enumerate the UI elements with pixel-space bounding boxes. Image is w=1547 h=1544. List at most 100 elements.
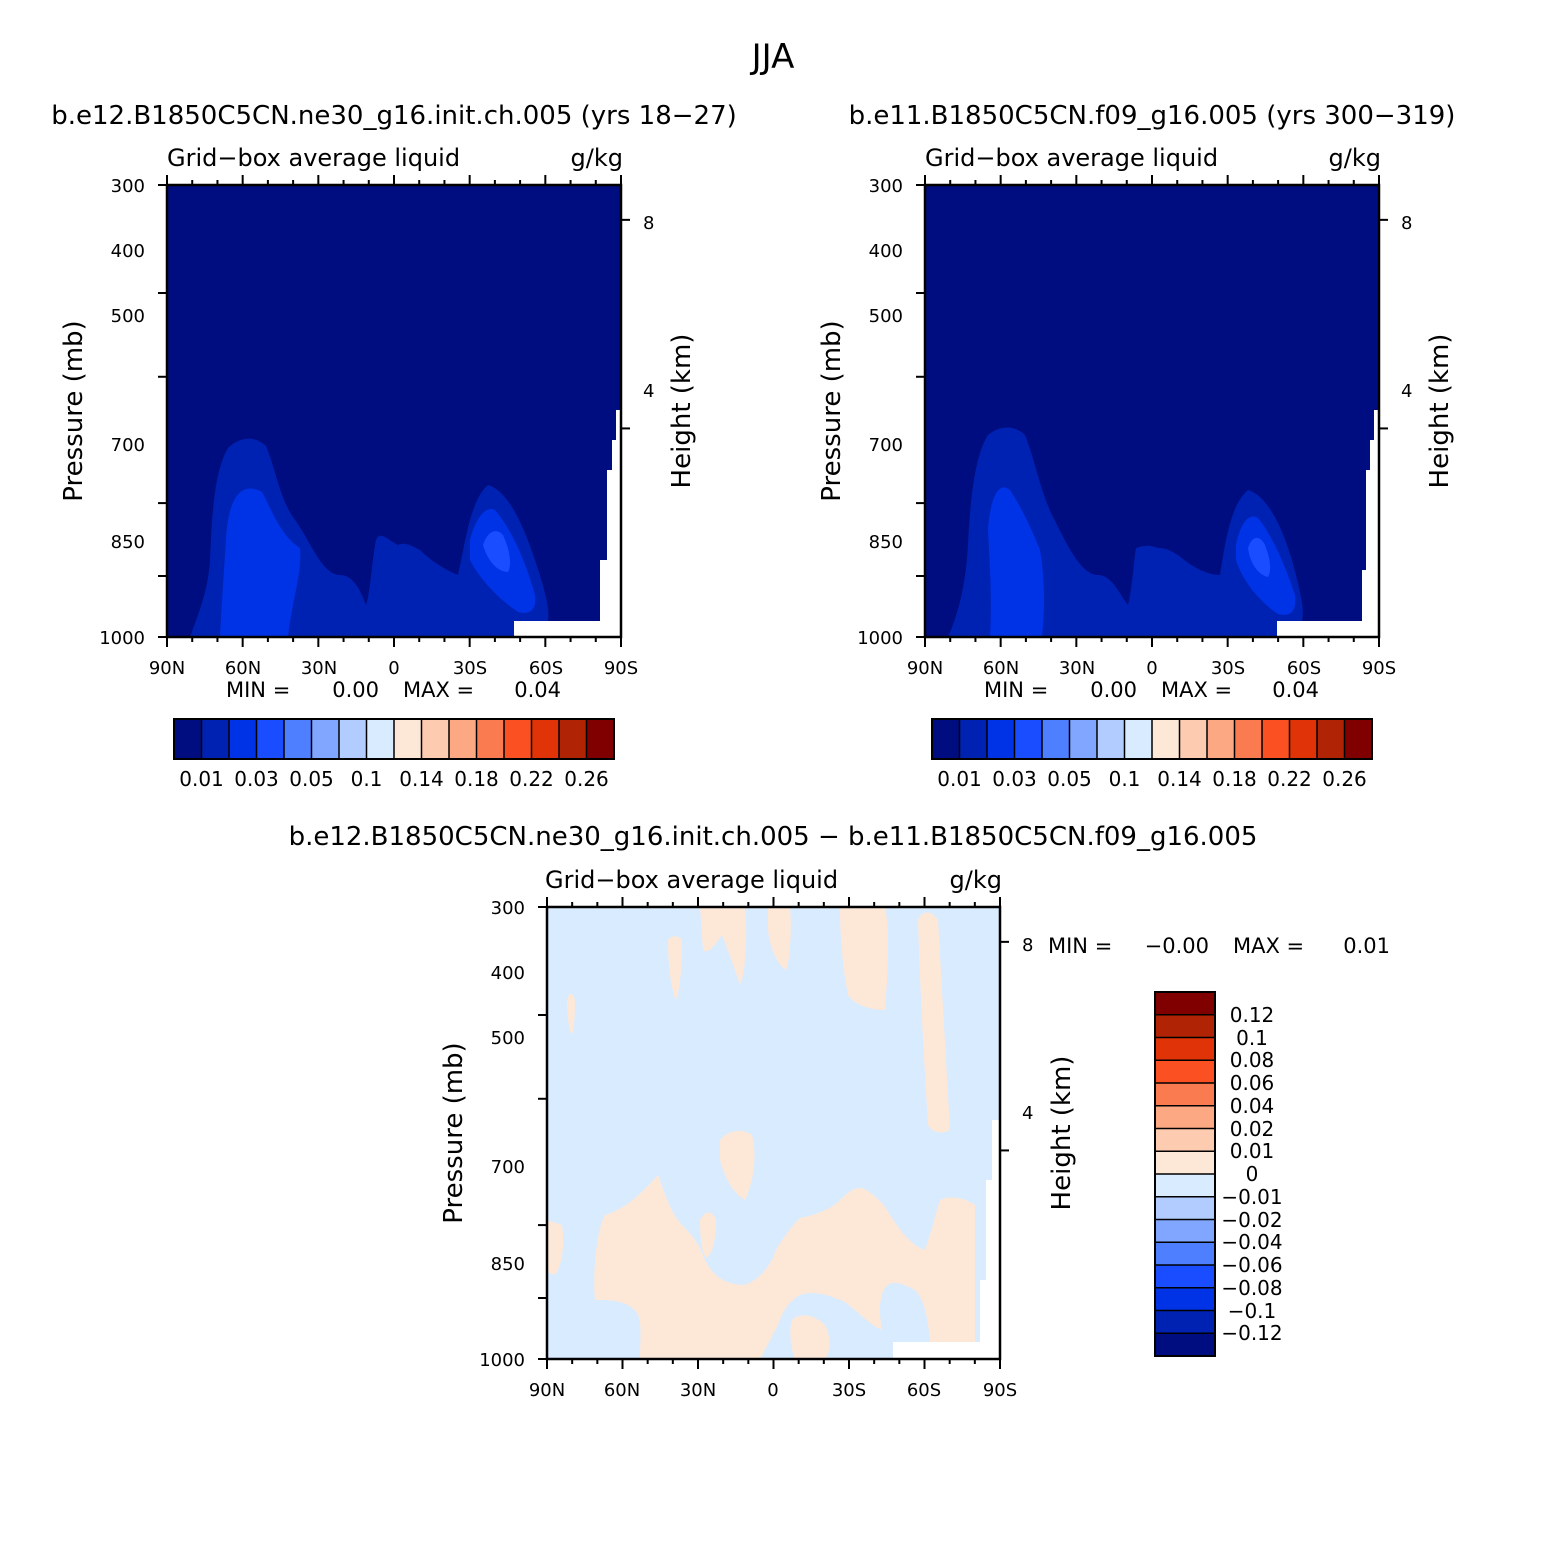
y-tick-label: 400 [869, 241, 903, 262]
colorbar-swatch [449, 719, 477, 759]
colorbar-swatch [421, 719, 449, 759]
colorbar-label: 0.12 [1230, 1003, 1275, 1027]
y-axis-label: Pressure (mb) [59, 320, 89, 501]
y-tick-label: 850 [869, 532, 903, 553]
case-title: b.e12.B1850C5CN.ne30_g16.init.ch.005 (yr… [51, 101, 737, 131]
y-tick-label: 1000 [479, 1350, 525, 1371]
colorbar-swatch [1124, 719, 1152, 759]
colorbar-label: 0.18 [454, 767, 499, 791]
colorbar-swatch [1155, 1151, 1215, 1174]
colorbar-swatch [1155, 1242, 1215, 1265]
colorbar-swatch [1262, 719, 1290, 759]
colorbar-frame [931, 718, 1373, 760]
missing-data [1370, 440, 1379, 480]
contour-level-3 [988, 487, 1045, 637]
colorbar-label: 0.1 [1236, 1026, 1268, 1050]
positive-region [567, 994, 575, 1035]
colorbar-swatch [959, 719, 987, 759]
colorbar-label: 0.03 [992, 767, 1037, 791]
missing-data [1374, 410, 1379, 450]
positive-region [594, 1175, 975, 1359]
colorbar-label: 0.26 [564, 767, 609, 791]
colorbar-label: 0.01 [1230, 1139, 1275, 1163]
max-label: MAX = [403, 678, 474, 702]
y-tick-label: 400 [111, 241, 145, 262]
x-tick-label: 30N [1059, 658, 1095, 679]
contour-positive [547, 907, 975, 1359]
colorbar-swatch [1155, 1287, 1215, 1311]
missing-data [1366, 470, 1379, 580]
y-tick-label: 700 [111, 435, 145, 456]
missing-data [986, 1180, 1000, 1290]
x-tick-label: 90N [907, 658, 943, 679]
colorbar-swatch [201, 719, 229, 759]
colorbar-swatch [1179, 719, 1207, 759]
x-tick-label: 60S [907, 1380, 941, 1401]
y-tick-label: 850 [491, 1254, 525, 1275]
contour-field [547, 907, 1000, 1359]
x-tick-label: 30S [1211, 658, 1245, 679]
colorbar-label: 0.22 [1267, 767, 1312, 791]
colorbar-label: 0.14 [399, 767, 444, 791]
field-label: Grid−box average liquid [167, 144, 460, 172]
colorbar-swatch [1155, 1174, 1215, 1197]
y-tick-label: 500 [491, 1028, 525, 1049]
positive-region [768, 907, 791, 970]
min-label: MIN = [226, 678, 290, 702]
colorbar-frame [1154, 991, 1216, 1357]
y-axis-label: Pressure (mb) [817, 320, 847, 501]
y2-tick-label: 4 [1401, 381, 1412, 402]
colorbar-dividers [1155, 1014, 1215, 1334]
contour-field [167, 185, 621, 637]
y-tick-label: 400 [491, 963, 525, 984]
y2-tick-label: 8 [1022, 935, 1033, 956]
colorbar-label: 0.18 [1212, 767, 1257, 791]
colorbar-swatch [366, 719, 394, 759]
colorbar-swatch [1155, 1333, 1215, 1356]
colorbar-swatch [559, 719, 587, 759]
colorbar-swatch [932, 719, 960, 759]
x-tick-label: 60N [225, 658, 261, 679]
y2-tick-label: 4 [1022, 1103, 1033, 1124]
contour-level-4 [483, 531, 511, 572]
y-tick-label: 850 [111, 532, 145, 553]
max-value: 0.01 [1343, 934, 1390, 958]
colorbar-label: −0.1 [1228, 1299, 1277, 1323]
y2-axis-label: Height (km) [1425, 334, 1455, 489]
positive-region [547, 1220, 564, 1275]
case-title: b.e12.B1850C5CN.ne30_g16.init.ch.005 − b… [289, 822, 1258, 852]
colorbar-swatch [229, 719, 257, 759]
max-label: MAX = [1233, 934, 1304, 958]
positive-region [700, 1212, 716, 1258]
y2-tick-label: 8 [643, 213, 654, 234]
colorbar-label: 0.06 [1230, 1071, 1275, 1095]
colorbar-swatch [1155, 1014, 1215, 1038]
colorbar-swatch [586, 719, 614, 759]
colorbar: 0.01 0.03 0.05 0.1 0.14 0.18 0.22 0.26 [931, 718, 1373, 791]
missing-data [616, 410, 621, 450]
units-label: g/kg [571, 144, 623, 172]
colorbar-swatch [1155, 1265, 1215, 1288]
x-tick-label: 30N [680, 1380, 716, 1401]
min-value: 0.00 [1090, 678, 1137, 702]
colorbar-swatch [1152, 719, 1180, 759]
colorbar-swatch [256, 719, 284, 759]
y-tick-label: 1000 [857, 628, 903, 649]
colorbar-label: 0.01 [179, 767, 224, 791]
positive-region [790, 1315, 830, 1359]
x-tick-label: 30N [301, 658, 337, 679]
colorbar-swatch [1234, 719, 1262, 759]
colorbar-swatch [1014, 719, 1042, 759]
colorbar-label: 0.14 [1157, 767, 1202, 791]
colorbar-swatch [1289, 719, 1317, 759]
colorbar-swatch [1155, 1219, 1215, 1243]
colorbar-label: 0.03 [234, 767, 279, 791]
y-tick-label: 500 [111, 306, 145, 327]
colorbar-swatch [1097, 719, 1125, 759]
x-tick-label: 60N [983, 658, 1019, 679]
colorbar-swatch [504, 719, 532, 759]
missing-data [893, 1342, 1000, 1359]
contour-level-4 [1248, 537, 1271, 577]
y2-axis-label: Height (km) [667, 334, 697, 489]
